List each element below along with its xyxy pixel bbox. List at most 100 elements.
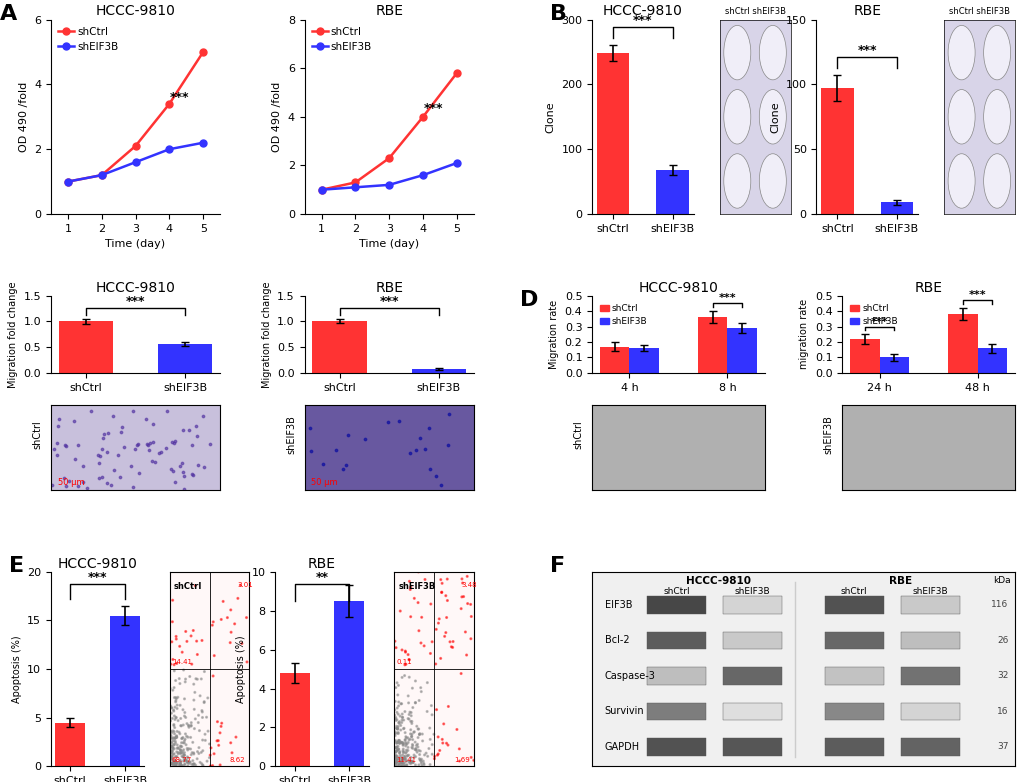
Point bbox=[173, 747, 190, 759]
Point bbox=[176, 733, 193, 745]
Point bbox=[223, 747, 239, 759]
Point bbox=[388, 713, 405, 726]
Bar bbox=[646, 596, 705, 614]
Point bbox=[403, 758, 419, 770]
Point bbox=[389, 744, 406, 756]
Point bbox=[166, 759, 182, 771]
Point bbox=[428, 623, 444, 636]
Point bbox=[410, 741, 426, 753]
Point bbox=[166, 738, 182, 751]
Point bbox=[388, 741, 405, 753]
Point bbox=[189, 752, 205, 765]
Y-axis label: Migration fold change: Migration fold change bbox=[8, 281, 18, 388]
Point bbox=[433, 586, 449, 598]
Bar bbox=[820, 88, 853, 214]
Point bbox=[430, 748, 446, 760]
Line: shCtrl: shCtrl bbox=[318, 70, 460, 193]
Point bbox=[387, 742, 404, 755]
Point bbox=[172, 699, 189, 712]
Point bbox=[175, 748, 192, 761]
Point bbox=[553, 118, 570, 131]
Point bbox=[387, 749, 404, 762]
Ellipse shape bbox=[758, 154, 786, 208]
Point bbox=[164, 741, 180, 753]
Point bbox=[164, 749, 180, 762]
Point bbox=[198, 711, 214, 723]
Bar bbox=[334, 601, 364, 766]
Point bbox=[672, 392, 688, 404]
Bar bbox=[596, 53, 629, 214]
Point bbox=[408, 744, 424, 756]
Point bbox=[926, 281, 943, 293]
Point bbox=[438, 573, 454, 586]
Point bbox=[174, 751, 191, 763]
Point bbox=[403, 756, 419, 769]
Point bbox=[406, 726, 422, 738]
Point bbox=[222, 604, 238, 616]
Point bbox=[162, 725, 178, 737]
Point bbox=[162, 741, 178, 753]
Point bbox=[399, 648, 416, 661]
Point bbox=[179, 731, 196, 744]
shCtrl bbox=[315, 185, 327, 195]
Point bbox=[179, 759, 196, 772]
Point bbox=[168, 712, 184, 724]
Point bbox=[158, 65, 174, 77]
Point bbox=[403, 752, 419, 764]
Point bbox=[204, 759, 220, 772]
Point bbox=[170, 714, 186, 726]
Point bbox=[412, 727, 428, 740]
shCtrl bbox=[62, 177, 74, 186]
Point bbox=[411, 625, 427, 637]
Point bbox=[406, 749, 422, 762]
Text: 8.62: 8.62 bbox=[229, 757, 245, 762]
Point bbox=[423, 699, 439, 712]
Bar bbox=[722, 667, 782, 685]
Ellipse shape bbox=[982, 154, 1010, 208]
Point bbox=[404, 730, 420, 743]
Point bbox=[452, 667, 469, 680]
Bar bbox=[646, 703, 705, 720]
Point bbox=[164, 594, 180, 607]
Point bbox=[405, 740, 421, 752]
Point bbox=[166, 710, 182, 723]
Point bbox=[395, 750, 412, 762]
Point bbox=[223, 626, 239, 638]
Point bbox=[999, 21, 1015, 34]
Point bbox=[399, 744, 416, 757]
Point bbox=[395, 757, 412, 769]
Title: HCCC-9810: HCCC-9810 bbox=[602, 5, 682, 19]
Point bbox=[177, 711, 194, 723]
Point bbox=[444, 635, 461, 647]
Point bbox=[388, 744, 405, 757]
Point bbox=[186, 686, 203, 698]
Point bbox=[463, 610, 479, 622]
Point bbox=[189, 648, 205, 661]
Point bbox=[182, 719, 199, 732]
Point bbox=[182, 731, 199, 744]
Point bbox=[165, 719, 181, 731]
Text: ***: *** bbox=[870, 317, 888, 327]
shCtrl bbox=[96, 170, 108, 180]
Point bbox=[593, 325, 609, 337]
Point bbox=[163, 744, 179, 757]
Point bbox=[169, 725, 185, 737]
Point bbox=[174, 747, 191, 759]
Point bbox=[186, 579, 203, 592]
Point bbox=[404, 730, 420, 743]
Point bbox=[389, 720, 406, 733]
Bar bbox=[823, 703, 883, 720]
Point bbox=[393, 752, 410, 765]
Bar bbox=[646, 738, 705, 755]
Point bbox=[393, 754, 410, 766]
Text: ***: *** bbox=[423, 102, 442, 115]
Bar bbox=[279, 673, 310, 766]
Legend: shCtrl, shEIF3B: shCtrl, shEIF3B bbox=[596, 300, 650, 330]
Point bbox=[396, 753, 413, 766]
Text: B: B bbox=[549, 4, 566, 24]
Point bbox=[399, 737, 416, 749]
Point bbox=[167, 731, 183, 744]
Point bbox=[164, 745, 180, 758]
Point bbox=[168, 657, 184, 669]
Point bbox=[387, 681, 404, 694]
